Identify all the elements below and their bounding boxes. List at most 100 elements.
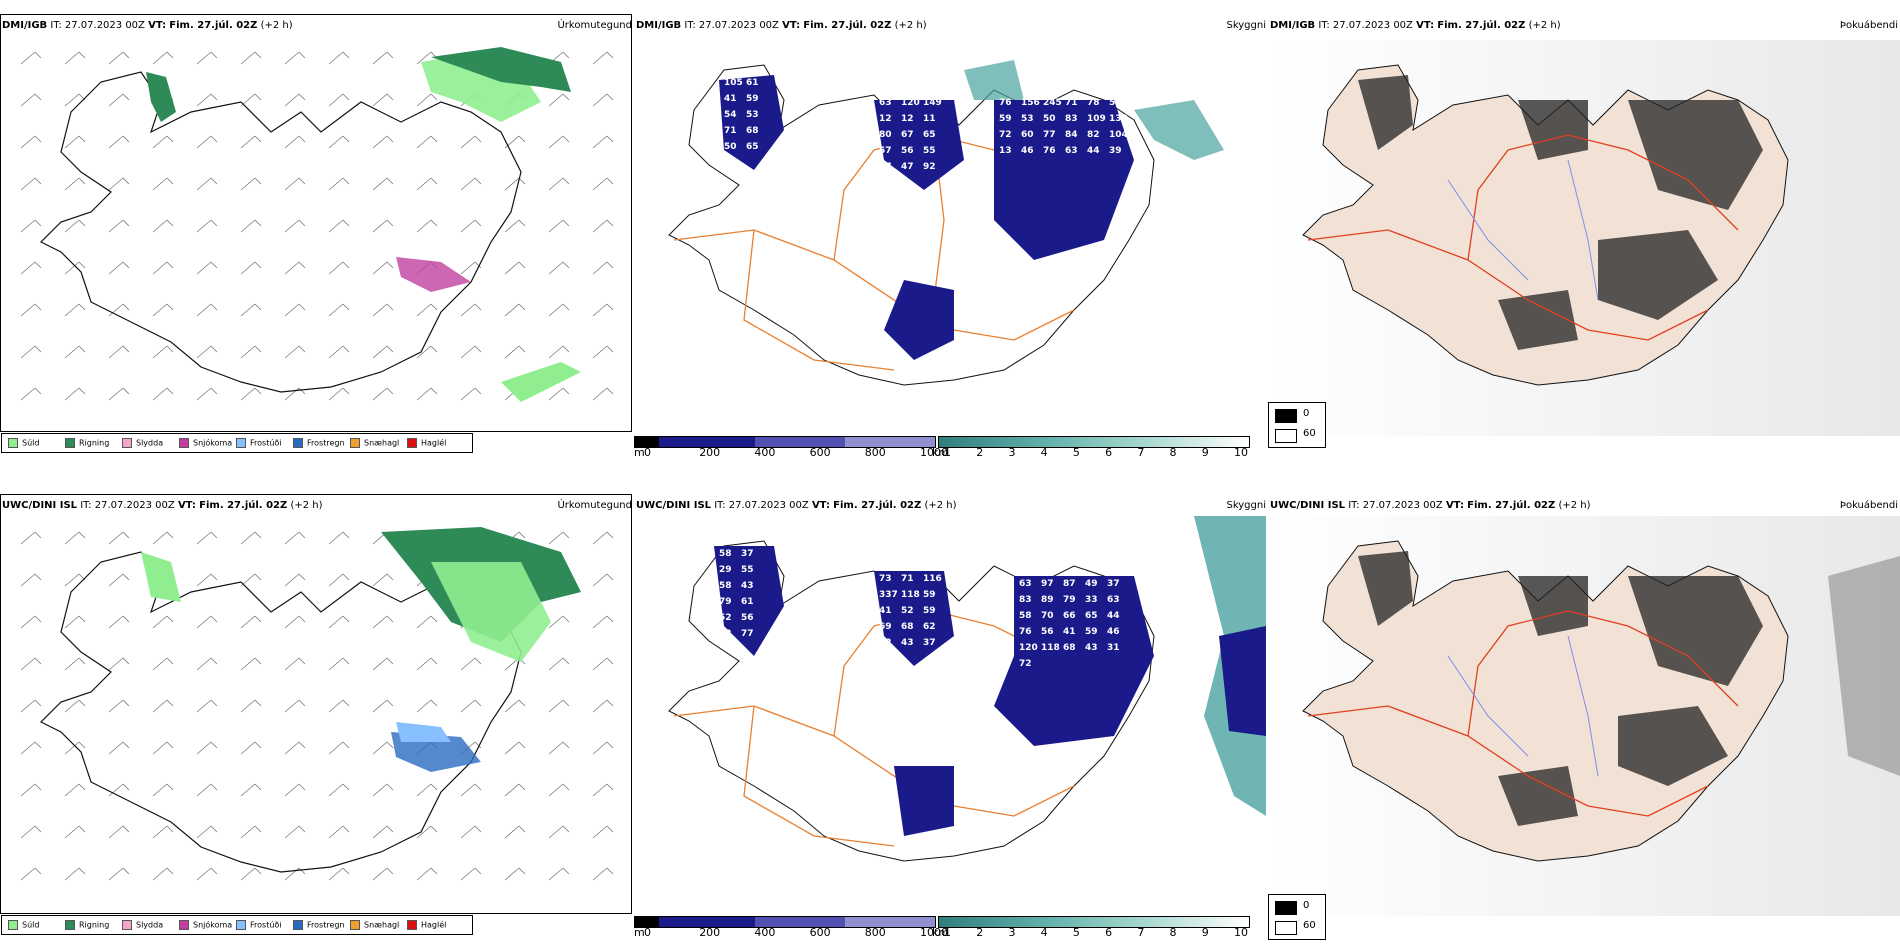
model-name: DMI/IGB [636, 20, 682, 31]
wind-barb [548, 93, 570, 107]
cloud-height-label: 62 [923, 622, 936, 632]
wind-barb [328, 615, 350, 629]
legend-item: Frostúði [236, 920, 282, 930]
valid-time-label: VT: [811, 500, 830, 511]
wind-barb [284, 699, 306, 713]
cloud-height-label: 46 [1021, 146, 1034, 156]
rain-area-nw [146, 72, 176, 122]
valid-time-label: VT: [782, 20, 801, 31]
panel-header: DMI/IGB IT: 27.07.2023 00Z VT: Fim. 27.j… [1268, 20, 1900, 36]
cloud-height-label: 71 [724, 126, 737, 136]
precip-legend: Súld Rigning Slydda Snjókoma Frostúði Frostre… [1, 433, 473, 453]
cloud-height-label: 72 [879, 638, 892, 648]
wind-barb [20, 303, 42, 317]
wind-barb [64, 93, 86, 107]
wind-barb [504, 867, 526, 881]
cloud-height-label: 73 [879, 574, 892, 584]
wind-barb [20, 867, 42, 881]
cloud-height-label: 76 [999, 98, 1012, 108]
wind-barb [240, 51, 262, 65]
panel-header: UWC/DINI ISL IT: 27.07.2023 00Z VT: Fim.… [1268, 500, 1900, 516]
model-name: UWC/DINI ISL [2, 500, 78, 511]
cloud-height-label: 104 [1109, 130, 1128, 140]
wind-barb [240, 657, 262, 671]
wind-barb [196, 303, 218, 317]
cloud-height-label: 65 [923, 130, 936, 140]
wind-barb [240, 303, 262, 317]
colorbar-m: m 0 200 400 600 800 1000 [634, 916, 948, 939]
cloud-height-label: 87 [1063, 579, 1076, 589]
wind-barb [284, 825, 306, 839]
wind-barb [372, 303, 394, 317]
wind-barb [416, 867, 438, 881]
wind-barb [504, 219, 526, 233]
valid-time: Fim. 27.júl. 02Z [1467, 500, 1556, 511]
legend-item: Frostregn [293, 920, 345, 930]
wind-barbs [20, 51, 614, 401]
lead-time: (+2 h) [894, 20, 927, 31]
colorbar-tick: 9 [1201, 926, 1209, 939]
wind-barb [108, 531, 130, 545]
wind-barb [284, 261, 306, 275]
colorbar-m-strip [634, 436, 936, 448]
colorbar-m-unit: m [634, 446, 645, 459]
wind-barb [328, 219, 350, 233]
fog-roads [1307, 134, 1739, 341]
cloud-height-label: 59 [746, 94, 759, 104]
colorbar-tick: 6 [1105, 926, 1113, 939]
precip-map [20, 47, 614, 402]
wind-barb [284, 177, 306, 191]
cloud-height-label: 77 [741, 629, 754, 639]
legend-swatch [65, 438, 75, 448]
fog-legend-black [1275, 409, 1297, 423]
wind-barb [416, 387, 438, 401]
wind-barb [20, 135, 42, 149]
wind-barb [548, 867, 570, 881]
wind-barb [152, 387, 174, 401]
wind-barb [460, 657, 482, 671]
cloud-height-label: 11 [923, 114, 936, 124]
wind-barb [108, 93, 130, 107]
cloud-height-label: 89 [1041, 595, 1054, 605]
cloud-height-label: 47 [901, 162, 914, 172]
wind-barb [108, 699, 130, 713]
legend-swatch [236, 920, 246, 930]
legend-item: Slydda [122, 438, 163, 448]
legend-label: Frostregn [307, 438, 345, 448]
cloud-height-label: 65 [746, 142, 759, 152]
legend-item: Snæhagl [350, 438, 399, 448]
wind-barb [328, 531, 350, 545]
valid-time-label: VT: [1416, 20, 1435, 31]
panel-header: UWC/DINI ISL IT: 27.07.2023 00Z VT: Fim.… [0, 500, 634, 516]
colorbar-tick: 1 [944, 446, 951, 459]
wind-barb [284, 657, 306, 671]
iceland-outline [39, 71, 522, 393]
precip-title: Úrkomutegund [557, 20, 632, 31]
legend-swatch [236, 438, 246, 448]
wind-barb [592, 93, 614, 107]
colorbar-tick: 1000 [920, 926, 948, 939]
wind-barb [152, 699, 174, 713]
wind-barb [416, 177, 438, 191]
cloud-height-label: 57 [879, 146, 892, 156]
colorbar-tick: 0 [644, 446, 651, 459]
wind-barb [548, 219, 570, 233]
cloud-height-label: 77 [1043, 130, 1056, 140]
freezing-drizzle-area [396, 722, 451, 742]
wind-barb [504, 177, 526, 191]
cloud-height-label: 133 [1109, 114, 1128, 124]
wind-barb [372, 699, 394, 713]
fog-rivers [1447, 159, 1599, 301]
cloud-height-label: 53 [1021, 114, 1034, 124]
wind-barb [372, 783, 394, 797]
cloud-height-label: 92 [923, 162, 936, 172]
cloud-height-label: 61 [746, 78, 759, 88]
wind-barb [108, 219, 130, 233]
wind-barb [548, 699, 570, 713]
wind-barb [196, 531, 218, 545]
low-cloud-areas [714, 546, 1266, 836]
wind-barb [504, 303, 526, 317]
wind-barb [64, 867, 86, 881]
legend-swatch [179, 438, 189, 448]
